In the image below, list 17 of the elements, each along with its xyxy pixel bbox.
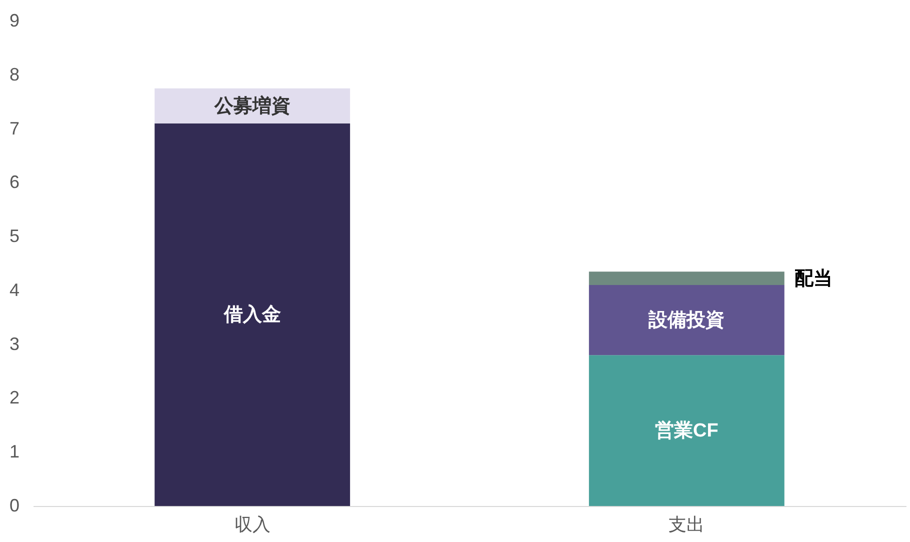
y-tick-label: 4	[9, 280, 20, 300]
y-tick-label: 5	[9, 226, 20, 246]
y-tick-label: 1	[9, 442, 20, 462]
series-label: 営業CF	[655, 420, 718, 442]
y-tick-label: 3	[9, 334, 20, 354]
x-tick-label: 支出	[668, 514, 705, 534]
y-tick-label: 7	[9, 118, 20, 138]
y-tick-label: 2	[9, 388, 20, 408]
y-tick-label: 0	[9, 496, 20, 516]
y-tick-label: 6	[9, 172, 20, 192]
y-tick-label: 8	[9, 64, 20, 84]
y-tick-label: 9	[9, 10, 20, 30]
x-tick-label: 収入	[234, 514, 270, 534]
series-label: 配当	[794, 268, 833, 290]
series-label: 借入金	[222, 304, 281, 326]
series-label: 設備投資	[648, 309, 725, 332]
series-label: 公募増資	[213, 94, 290, 117]
